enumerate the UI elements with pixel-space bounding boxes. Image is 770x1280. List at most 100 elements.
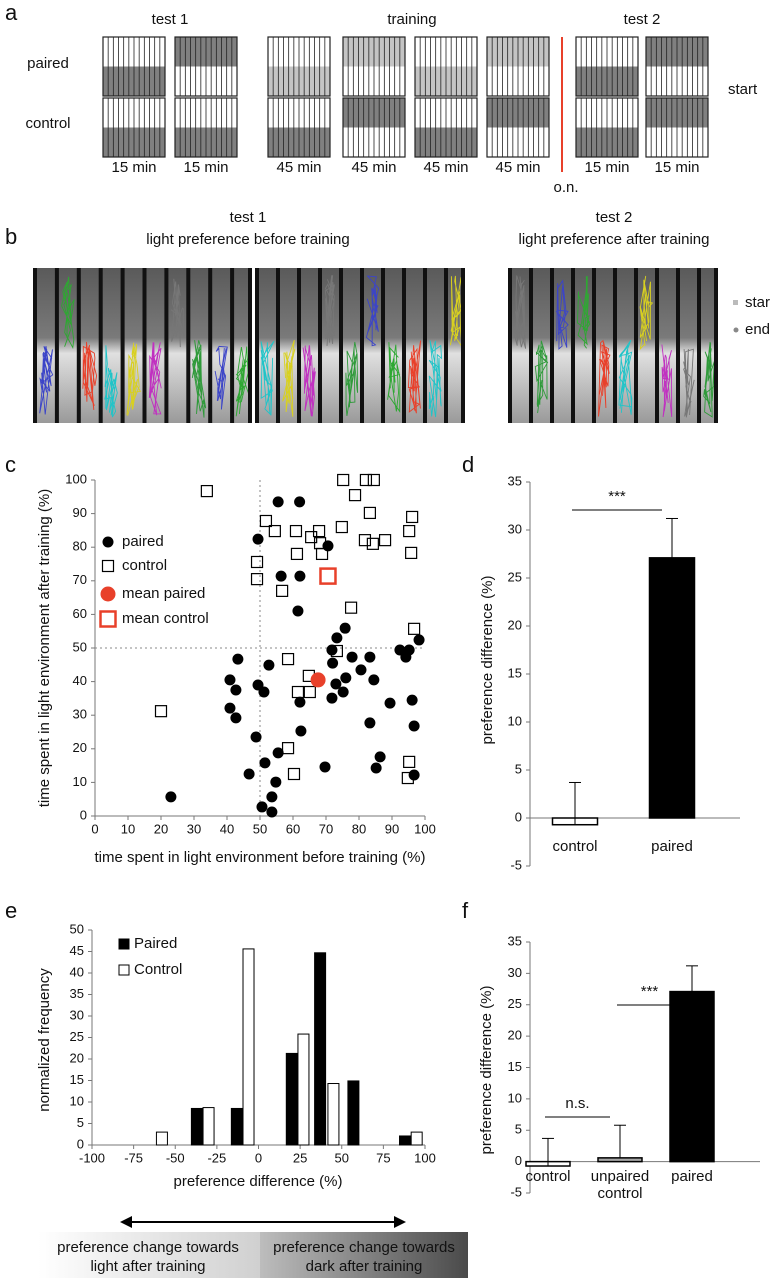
arena bbox=[102, 36, 166, 97]
x-tick-label: 60 bbox=[286, 821, 300, 836]
arena bbox=[174, 36, 238, 97]
lane-wall bbox=[634, 268, 638, 423]
y-tick-label: 30 bbox=[508, 521, 522, 536]
lane-wall bbox=[529, 268, 533, 423]
y-axis-label: preference difference (%) bbox=[478, 986, 495, 1155]
arrow-head bbox=[394, 1216, 406, 1228]
point bbox=[364, 651, 376, 663]
y-tick-label: 20 bbox=[508, 617, 522, 632]
y-tick-label: 35 bbox=[508, 933, 522, 948]
point bbox=[266, 791, 278, 803]
point bbox=[270, 776, 282, 788]
arena bbox=[342, 36, 406, 97]
point bbox=[319, 567, 337, 585]
lane-wall bbox=[248, 268, 252, 423]
point bbox=[405, 546, 418, 560]
point bbox=[224, 702, 236, 714]
y-tick-label: 0 bbox=[77, 1136, 84, 1151]
point bbox=[250, 573, 264, 586]
tracking-subtitle: light preference before training bbox=[146, 231, 349, 248]
arena bbox=[575, 97, 639, 158]
start-marker bbox=[733, 300, 738, 305]
x-tick-label: control bbox=[552, 838, 598, 855]
bar bbox=[230, 1107, 243, 1146]
track bbox=[104, 345, 118, 418]
track bbox=[191, 340, 207, 418]
legend-label: mean control bbox=[122, 610, 209, 627]
arena bbox=[414, 97, 478, 158]
legend-marker bbox=[118, 964, 130, 976]
point bbox=[259, 757, 271, 769]
point bbox=[340, 672, 352, 684]
y-tick-label: 50 bbox=[70, 921, 84, 936]
panel-label: b bbox=[5, 224, 17, 249]
track bbox=[214, 345, 228, 410]
bar bbox=[399, 1135, 412, 1146]
point bbox=[268, 524, 281, 538]
point bbox=[287, 767, 301, 781]
y-tick-label: 25 bbox=[70, 1029, 84, 1044]
bar bbox=[410, 1131, 423, 1146]
duration: 45 min bbox=[276, 159, 321, 176]
track bbox=[387, 342, 401, 413]
y-tick-label: 30 bbox=[70, 1007, 84, 1022]
phase-title: test 2 bbox=[624, 11, 661, 28]
bar bbox=[202, 1107, 215, 1146]
track bbox=[555, 279, 569, 350]
tracking-subtitle: light preference after training bbox=[519, 231, 710, 248]
lane-wall bbox=[550, 268, 554, 423]
y-tick-label: 20 bbox=[73, 740, 87, 755]
point bbox=[403, 524, 416, 538]
lane-wall bbox=[697, 268, 701, 423]
y-tick-label: 10 bbox=[70, 1093, 84, 1108]
y-axis-label: preference difference (%) bbox=[479, 576, 496, 745]
y-tick-label: 40 bbox=[70, 964, 84, 979]
point bbox=[368, 674, 380, 686]
bar bbox=[597, 1157, 643, 1163]
annotation-box bbox=[260, 1232, 468, 1278]
arena bbox=[414, 36, 478, 97]
lane-wall bbox=[54, 268, 59, 423]
point bbox=[256, 801, 268, 813]
y-tick-label: 20 bbox=[508, 1028, 522, 1043]
point bbox=[400, 651, 412, 663]
x-tick-label: unpaired control bbox=[590, 1167, 650, 1202]
track bbox=[683, 348, 695, 418]
arena bbox=[102, 97, 166, 158]
legend-label: control bbox=[122, 557, 167, 574]
point bbox=[335, 520, 348, 534]
point bbox=[281, 742, 295, 755]
group-label: control bbox=[25, 115, 70, 132]
arena bbox=[267, 97, 331, 158]
point bbox=[263, 659, 275, 671]
lane-wall bbox=[571, 268, 575, 423]
point bbox=[363, 506, 376, 520]
track bbox=[324, 275, 336, 346]
point bbox=[406, 694, 418, 706]
track bbox=[598, 339, 611, 417]
legend-label: Paired bbox=[134, 935, 177, 952]
point bbox=[346, 651, 358, 663]
arena bbox=[486, 97, 550, 158]
legend-label: end bbox=[745, 321, 770, 338]
overnight-label: o.n. bbox=[553, 179, 578, 196]
bar bbox=[297, 1033, 310, 1146]
arena bbox=[645, 97, 709, 158]
y-tick-label: 80 bbox=[73, 539, 87, 554]
arena bbox=[486, 36, 550, 97]
point bbox=[303, 685, 316, 699]
point bbox=[266, 806, 278, 818]
annotation: dark after training bbox=[306, 1258, 423, 1275]
y-tick-label: 30 bbox=[73, 707, 87, 722]
legend-marker bbox=[102, 536, 114, 548]
point bbox=[355, 664, 367, 676]
lane-wall bbox=[508, 268, 512, 423]
point bbox=[154, 705, 168, 718]
legend-label: Control bbox=[134, 961, 182, 978]
duration: 15 min bbox=[111, 159, 156, 176]
point bbox=[337, 473, 350, 487]
point bbox=[294, 570, 306, 582]
duration: 45 min bbox=[495, 159, 540, 176]
x-tick-label: 20 bbox=[154, 821, 168, 836]
